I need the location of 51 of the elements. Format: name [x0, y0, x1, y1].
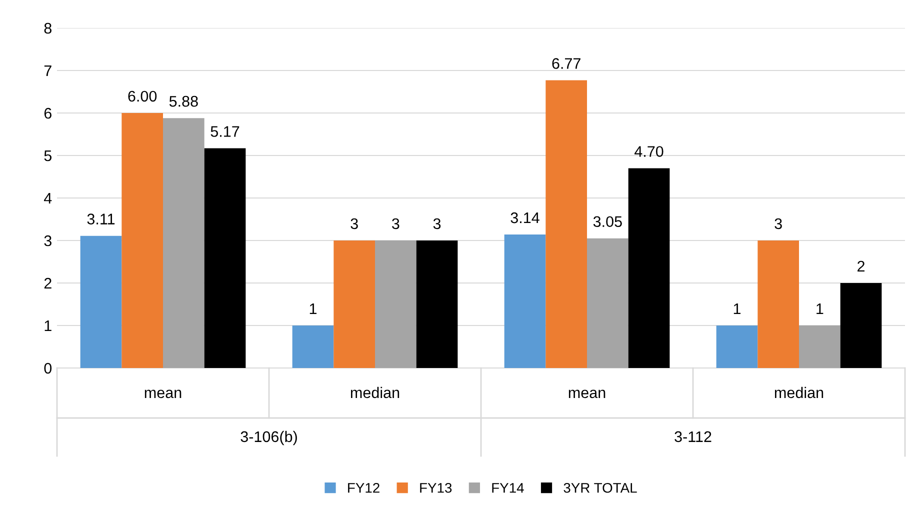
data-label: 1: [734, 303, 740, 314]
bar: [163, 118, 204, 368]
bar: [716, 326, 758, 368]
legend-label: FY12: [348, 482, 380, 493]
y-tick-label: 7: [44, 66, 52, 76]
y-tick-label: 0: [44, 362, 52, 374]
data-label: 3.14: [510, 212, 540, 224]
bar: [799, 326, 840, 368]
y-tick-label: 2: [44, 278, 52, 289]
bar: [758, 240, 799, 368]
data-label: 3: [350, 218, 358, 230]
x-tick-label: mean: [144, 390, 182, 398]
data-label: 6.00: [128, 90, 157, 102]
bar: [80, 236, 122, 368]
data-label: 1: [816, 303, 824, 314]
y-tick-label: 8: [44, 22, 52, 34]
data-label: 5.88: [169, 96, 198, 107]
bar: [292, 326, 334, 368]
data-label: 1: [310, 303, 316, 314]
bar: [416, 240, 458, 368]
bar: [840, 283, 882, 368]
data-label: 3.05: [593, 216, 622, 228]
text: 3-112: [674, 431, 712, 442]
legend-label: 3YR TOTAL: [564, 482, 637, 493]
bar: [504, 234, 546, 368]
bar: [375, 240, 416, 368]
data-label: 3.11: [87, 214, 115, 224]
bar: [334, 240, 375, 368]
data-label: 5.17: [210, 126, 240, 137]
x-tick-label: median: [350, 386, 400, 398]
data-label: 4.70: [634, 146, 664, 157]
legend-label: FY14: [492, 483, 524, 493]
y-tick-label: 3: [44, 235, 52, 246]
bar: [122, 113, 163, 368]
y-tick-label: 6: [44, 108, 52, 119]
y-tick-label: 5: [44, 150, 52, 162]
text: 3-106(b): [240, 430, 297, 446]
data-label: 6.77: [552, 58, 580, 69]
data-label: 3: [433, 218, 441, 230]
bar: [587, 238, 628, 368]
data-label: 3: [774, 218, 782, 230]
bar: [628, 168, 670, 368]
bar: [546, 80, 587, 368]
x-tick-label: mean: [568, 390, 606, 398]
y-tick-label: 1: [44, 320, 52, 332]
x-tick-label: median: [774, 386, 824, 398]
legend-label: FY13: [420, 482, 452, 493]
bar: [204, 148, 246, 368]
data-label: 2: [858, 260, 864, 272]
data-label: 3: [392, 218, 400, 230]
y-tick-label: 4: [44, 193, 52, 204]
